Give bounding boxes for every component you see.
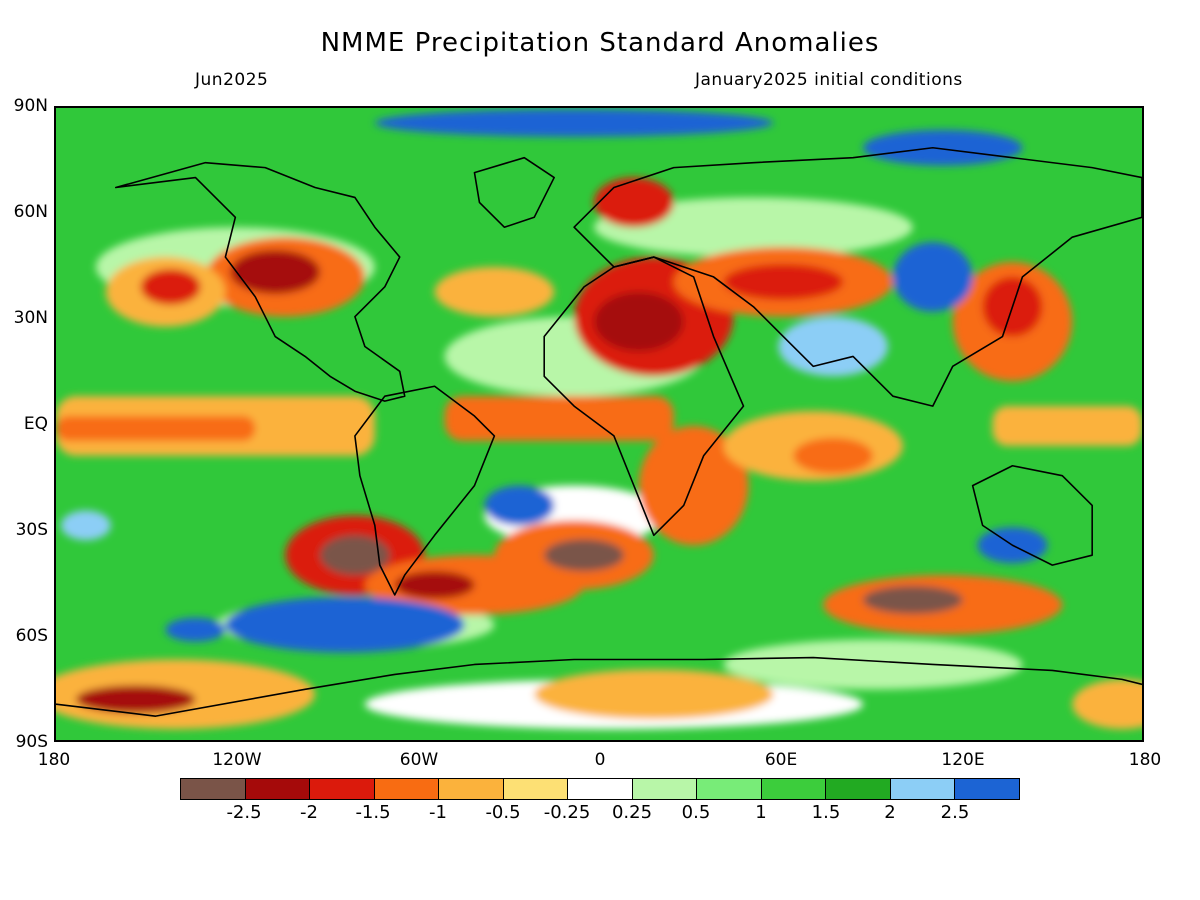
colorbar bbox=[180, 778, 1020, 800]
colorbar-label: -2 bbox=[300, 802, 318, 823]
colorbar-label: -0.25 bbox=[543, 802, 591, 823]
colorbar-swatch bbox=[697, 779, 762, 799]
lat-label-30n: 30N bbox=[13, 308, 48, 328]
map-title: NMME Precipitation Standard Anomalies bbox=[320, 28, 880, 58]
colorbar-swatch bbox=[181, 779, 246, 799]
colorbar-swatch bbox=[826, 779, 891, 799]
colorbar-label: 2 bbox=[884, 802, 896, 823]
lon-label-60e: 60E bbox=[764, 750, 798, 770]
colorbar-swatch bbox=[955, 779, 1019, 799]
lat-label-90s: 90S bbox=[15, 732, 48, 752]
lon-label-120w: 120W bbox=[212, 750, 262, 770]
lon-label-180w: 180 bbox=[37, 750, 71, 770]
lon-label-0: 0 bbox=[594, 750, 606, 770]
initial-conditions: January2025 initial conditions bbox=[695, 70, 963, 90]
lon-label-60w: 60W bbox=[399, 750, 439, 770]
colorbar-swatch bbox=[503, 779, 569, 799]
colorbar-label: -1 bbox=[429, 802, 447, 823]
colorbar-label: -0.5 bbox=[485, 802, 521, 823]
anomaly-map bbox=[54, 106, 1144, 742]
lat-label-60s: 60S bbox=[15, 626, 48, 646]
colorbar-swatch bbox=[761, 779, 827, 799]
colorbar-swatch bbox=[890, 779, 956, 799]
colorbar-swatch bbox=[439, 779, 504, 799]
lat-label-60n: 60N bbox=[13, 202, 48, 222]
colorbar-swatch bbox=[245, 779, 311, 799]
colorbar-label: -1.5 bbox=[355, 802, 391, 823]
lat-label-eq: EQ bbox=[23, 414, 48, 434]
lat-label-30s: 30S bbox=[15, 520, 48, 540]
colorbar-label: 0.5 bbox=[681, 802, 711, 823]
colorbar-label: 0.25 bbox=[611, 802, 653, 823]
colorbar-swatch bbox=[568, 779, 633, 799]
colorbar-swatch bbox=[632, 779, 698, 799]
colorbar-swatch bbox=[374, 779, 440, 799]
lat-label-90n: 90N bbox=[13, 96, 48, 116]
colorbar-swatch bbox=[310, 779, 375, 799]
forecast-month: Jun2025 bbox=[195, 70, 269, 90]
colorbar-label: 1 bbox=[755, 802, 767, 823]
colorbar-label: 1.5 bbox=[811, 802, 841, 823]
anomaly-field bbox=[56, 108, 1142, 730]
colorbar-label: -2.5 bbox=[226, 802, 262, 823]
lon-label-180e: 180 bbox=[1128, 750, 1162, 770]
lon-label-120e: 120E bbox=[941, 750, 985, 770]
colorbar-label: 2.5 bbox=[940, 802, 970, 823]
